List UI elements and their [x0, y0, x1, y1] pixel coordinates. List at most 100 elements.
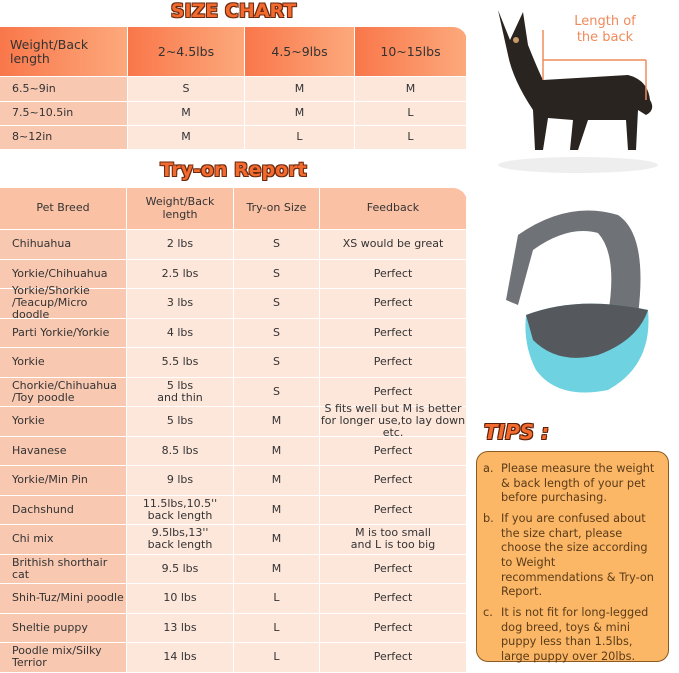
- cell: S: [234, 348, 320, 378]
- cell: 11.5lbs,10.5'' back length: [127, 495, 234, 525]
- cell: Yorkie: [0, 348, 127, 378]
- cell: S: [234, 289, 320, 319]
- cell: 3 lbs: [127, 289, 234, 319]
- tip-marker: a.: [483, 462, 494, 475]
- dog-eye: [513, 37, 519, 43]
- cell: Perfect: [320, 377, 467, 407]
- size-chart-table: Weight/Back length 2~4.5lbs 4.5~9lbs 10~15l…: [0, 27, 467, 150]
- cell: S: [234, 377, 320, 407]
- tip-item: c. It is not fit for long-legged dog bree…: [483, 606, 660, 665]
- dog-image: [498, 10, 658, 173]
- cell: M: [234, 407, 320, 437]
- cell: M: [245, 77, 355, 102]
- cell: L: [355, 102, 467, 126]
- cell: 9 lbs: [127, 466, 234, 496]
- cell: M is too small and L is too big: [320, 525, 467, 555]
- cell: Chi mix: [0, 525, 127, 555]
- header-cell: 2~4.5lbs: [128, 27, 245, 77]
- cell: M: [234, 436, 320, 466]
- cell: 14 lbs: [127, 643, 234, 673]
- cell: Perfect: [320, 466, 467, 496]
- cell: Yorkie/Min Pin: [0, 466, 127, 496]
- tip-text: Please measure the weight & back length …: [501, 462, 655, 505]
- cell: Brithish shorthair cat: [0, 554, 127, 584]
- cell: Perfect: [320, 348, 467, 378]
- tip-text: If you are confused about the size chart…: [501, 512, 654, 599]
- cell: Perfect: [320, 643, 467, 673]
- cell: Perfect: [320, 613, 467, 643]
- cell: S fits well but M is better for longer u…: [320, 402, 467, 440]
- header-cell: Feedback: [320, 188, 467, 230]
- tips-title: TIPS :: [484, 420, 550, 444]
- cell: 5 lbs and thin: [127, 377, 234, 407]
- cell: M: [234, 554, 320, 584]
- cell: Poodle mix/Silky Terrior: [0, 643, 127, 673]
- cell: Yorkie: [0, 407, 127, 437]
- mesh: [526, 303, 648, 358]
- cell: 2.5 lbs: [127, 259, 234, 289]
- tip-item: a. Please measure the weight & back lengt…: [483, 462, 660, 506]
- cell: Perfect: [320, 495, 467, 525]
- cell: L: [234, 613, 320, 643]
- header-cell: Try-on Size: [234, 188, 320, 230]
- tip-item: b. If you are confused about the size cha…: [483, 512, 660, 600]
- cell: 8.5 lbs: [127, 436, 234, 466]
- header-cell: 10~15lbs: [355, 27, 467, 77]
- tip-marker: c.: [483, 606, 493, 620]
- cell: Perfect: [320, 259, 467, 289]
- cell: Yorkie/Chihuahua: [0, 259, 127, 289]
- tips-box: a. Please measure the weight & back lengt…: [476, 451, 669, 665]
- tryon-title: Try-on Report: [160, 159, 307, 181]
- size-chart-title: SIZE CHART: [170, 0, 297, 22]
- cell: M: [245, 102, 355, 126]
- cell: 10 lbs: [127, 584, 234, 614]
- cell: 5 lbs: [127, 407, 234, 437]
- cell: M: [234, 525, 320, 555]
- cell: 4 lbs: [127, 318, 234, 348]
- cell: XS would be great: [320, 230, 467, 260]
- cell: Shih-Tuz/Mini poodle: [0, 584, 127, 614]
- cell: 8~12in: [0, 126, 128, 150]
- cell: 2 lbs: [127, 230, 234, 260]
- strap: [506, 210, 641, 330]
- cell: S: [234, 259, 320, 289]
- cell: 13 lbs: [127, 613, 234, 643]
- cell: Chorkie/Chihuahua /Toy poodle: [0, 377, 127, 407]
- cell: L: [245, 126, 355, 150]
- cell: Perfect: [320, 584, 467, 614]
- tip-text: It is not fit for long-legged dog breed,…: [501, 606, 649, 664]
- bag-image: [506, 210, 649, 393]
- cell: Perfect: [320, 554, 467, 584]
- header-cell: Pet Breed: [0, 188, 127, 230]
- cell: Havanese: [0, 436, 127, 466]
- cell: 7.5~10.5in: [0, 102, 128, 126]
- cell: M: [128, 126, 245, 150]
- cell: Parti Yorkie/Yorkie: [0, 318, 127, 348]
- cell: L: [234, 643, 320, 673]
- cell: 9.5lbs,13'' back length: [127, 525, 234, 555]
- cell: S: [234, 318, 320, 348]
- cell: L: [234, 584, 320, 614]
- cell: S: [128, 77, 245, 102]
- cell: Chihuahua: [0, 230, 127, 260]
- header-cell: 4.5~9lbs: [245, 27, 355, 77]
- cell: Perfect: [320, 289, 467, 319]
- cell: L: [355, 126, 467, 150]
- tryon-table: Pet Breed Weight/Back length Try-on Size Fe…: [0, 188, 467, 673]
- cell: Sheltie puppy: [0, 613, 127, 643]
- cell: M: [128, 102, 245, 126]
- dog-label: Length of the back: [574, 14, 636, 45]
- dog: [498, 10, 653, 150]
- cell: Dachshund: [0, 495, 127, 525]
- cell: 5.5 lbs: [127, 348, 234, 378]
- cell: 9.5 lbs: [127, 554, 234, 584]
- cell: 6.5~9in: [0, 77, 128, 102]
- header-cell: Weight/Back length: [127, 188, 234, 230]
- cell: Yorkie/Shorkie /Teacup/Micro doodle: [0, 285, 127, 321]
- cell: M: [234, 466, 320, 496]
- header-cell: Weight/Back length: [0, 27, 128, 77]
- cell: M: [234, 495, 320, 525]
- tip-marker: b.: [483, 512, 494, 526]
- cell: Perfect: [320, 436, 467, 466]
